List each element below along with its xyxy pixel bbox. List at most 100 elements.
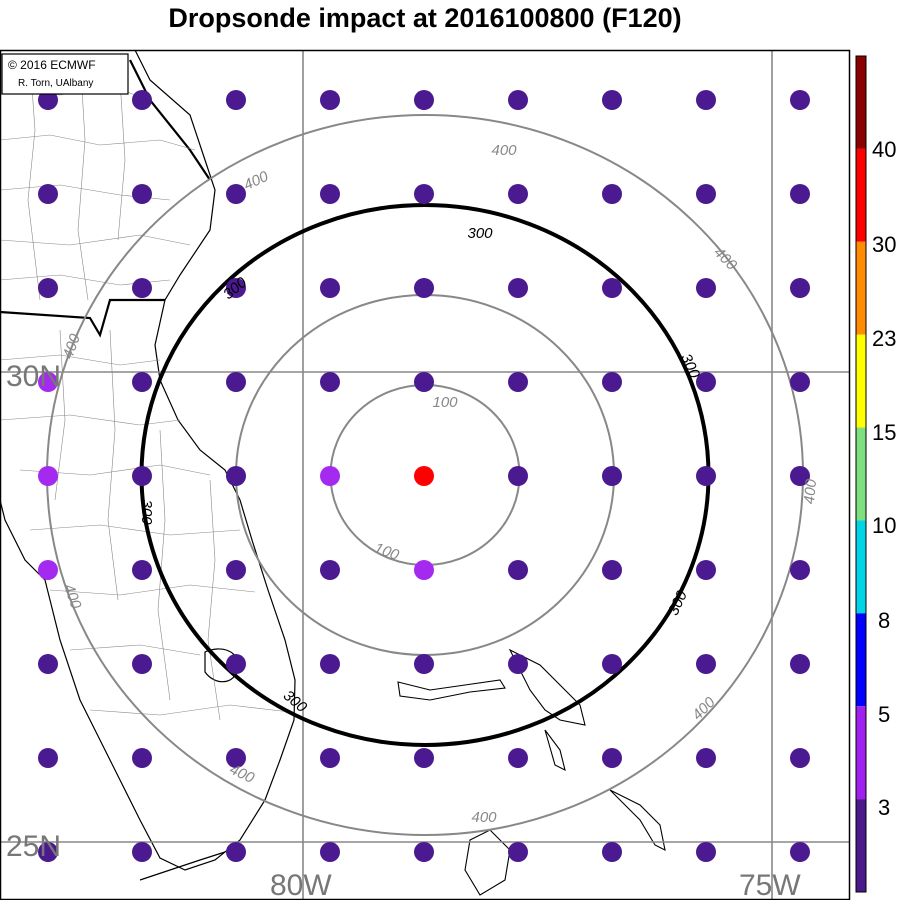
impact-dot [38, 466, 58, 486]
impact-dot [508, 372, 528, 392]
impact-dot [602, 748, 622, 768]
impact-dot [602, 372, 622, 392]
graticule-labels: 30N 25N 80W 75W [6, 360, 801, 900]
colorbar-swatch [856, 706, 866, 800]
impact-dot [132, 278, 152, 298]
impact-dot [320, 748, 340, 768]
impact-dot [790, 278, 810, 298]
impact-dot [790, 654, 810, 674]
impact-dot [320, 842, 340, 862]
impact-dot [132, 842, 152, 862]
georgia-florida-border [0, 298, 165, 338]
impact-dot [790, 748, 810, 768]
impact-dot [38, 90, 58, 110]
impact-dot [320, 466, 340, 486]
impact-dot [132, 466, 152, 486]
impact-dot [226, 654, 246, 674]
colorbar-label: 15 [872, 420, 896, 445]
impact-dot [414, 278, 434, 298]
impact-dot [508, 90, 528, 110]
ring-label-400: 400 [801, 478, 820, 505]
ring-label-400: 400 [60, 582, 85, 612]
impact-dot [226, 748, 246, 768]
ring-label-300: 300 [467, 225, 493, 242]
impact-dot [132, 90, 152, 110]
ring-label-300: 300 [220, 274, 251, 304]
colorbar-label: 23 [872, 326, 896, 351]
lon-label-75w: 75W [739, 869, 801, 900]
colorbar-label: 3 [878, 795, 890, 820]
colorbar-swatch [856, 427, 866, 521]
impact-dot [226, 466, 246, 486]
impact-dot [508, 560, 528, 580]
impact-dot [508, 654, 528, 674]
impact-dot [226, 560, 246, 580]
state-border-north [129, 59, 211, 181]
coastline [0, 50, 296, 881]
lon-label-80w: 80W [270, 869, 332, 900]
impact-dot [320, 90, 340, 110]
impact-dot [602, 560, 622, 580]
impact-dot [602, 654, 622, 674]
graticule [0, 50, 850, 900]
impact-dot [414, 90, 434, 110]
ring-label-300: 300 [280, 687, 311, 717]
impact-dot [414, 466, 434, 486]
impact-dot [38, 372, 58, 392]
impact-dot [790, 842, 810, 862]
impact-dot [38, 842, 58, 862]
impact-dot [508, 466, 528, 486]
impact-dot [320, 184, 340, 204]
colorbar-swatch [856, 56, 866, 149]
impact-dot [226, 278, 246, 298]
impact-dot [696, 560, 716, 580]
impact-dot [414, 184, 434, 204]
florida-keys [139, 851, 226, 881]
impact-dot [696, 748, 716, 768]
ring-label-400: 400 [60, 331, 85, 361]
impact-dot [226, 372, 246, 392]
ring-label-300: 300 [138, 499, 155, 525]
ring-label-400: 400 [689, 693, 719, 723]
impact-dot [320, 278, 340, 298]
impact-dot [602, 184, 622, 204]
impact-dot [226, 90, 246, 110]
lat-label-25n: 25N [6, 830, 61, 863]
impact-dot [508, 842, 528, 862]
page-title: Dropsonde impact at 2016100800 (F120) [168, 3, 682, 33]
impact-dot [226, 184, 246, 204]
colorbar-swatch [856, 799, 866, 892]
colorbar-label: 5 [878, 702, 890, 727]
impact-dot [320, 654, 340, 674]
impact-dot [602, 466, 622, 486]
impact-dot [790, 466, 810, 486]
ring-label-300: 300 [665, 588, 691, 618]
colorbar-swatch [856, 613, 866, 707]
impact-dots [38, 90, 810, 862]
impact-dot [696, 278, 716, 298]
impact-dot [320, 560, 340, 580]
impact-dot [790, 372, 810, 392]
ring-label-100: 100 [432, 394, 458, 411]
impact-dot [602, 278, 622, 298]
colorbar-swatch [856, 148, 866, 242]
impact-dot [414, 372, 434, 392]
impact-dot [414, 748, 434, 768]
impact-dot [414, 842, 434, 862]
impact-dot [38, 748, 58, 768]
bahamas-islands [397, 648, 666, 896]
impact-dot [132, 560, 152, 580]
impact-dot [414, 560, 434, 580]
impact-dot [696, 184, 716, 204]
us-east-coast [0, 50, 296, 871]
impact-dot [696, 466, 716, 486]
impact-dot [132, 372, 152, 392]
lat-label-30n: 30N [6, 360, 61, 393]
impact-dot [508, 748, 528, 768]
impact-dot [790, 184, 810, 204]
colorbar-swatch [856, 241, 866, 335]
impact-dot [38, 560, 58, 580]
colorbar-label: 8 [878, 608, 890, 633]
impact-dot [132, 654, 152, 674]
impact-dot [132, 748, 152, 768]
